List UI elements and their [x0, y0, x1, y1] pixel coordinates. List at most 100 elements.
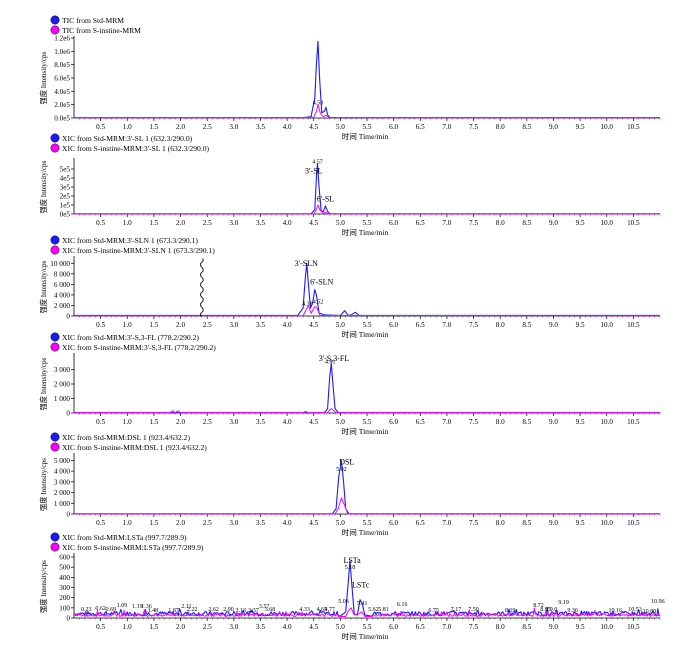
- x-tick-label: 6.0: [389, 123, 398, 131]
- x-tick-label: 3.0: [229, 219, 238, 227]
- x-tick-label: 4.5: [309, 123, 318, 131]
- x-tick-label: 9.0: [549, 418, 558, 426]
- peak-label: 10.80: [643, 609, 657, 615]
- peak-label: 5.02: [336, 467, 347, 473]
- y-tick-label: 1 000: [54, 395, 71, 403]
- x-tick-label: 6.0: [389, 418, 398, 426]
- y-tick-label: 500: [59, 564, 70, 572]
- y-tick-label: 2e5: [60, 193, 71, 201]
- x-tick-label: 8.0: [496, 219, 505, 227]
- x-tick-label: 1.5: [149, 321, 158, 329]
- x-tick-label: 8.5: [522, 623, 531, 631]
- x-tick-label: 3.0: [229, 519, 238, 527]
- y-tick-label: 0: [66, 511, 70, 519]
- x-tick-label: 2.5: [203, 321, 212, 329]
- x-tick-label: 1.5: [149, 519, 158, 527]
- peak-label: 10.96: [651, 599, 665, 605]
- legend-marker: [50, 532, 60, 542]
- peak-label: 1.87: [168, 608, 179, 614]
- x-tick-label: 3.5: [256, 321, 265, 329]
- peak-label: 2.90: [223, 607, 234, 613]
- peak-label: 4.33: [299, 607, 310, 613]
- peak-label: 1.36: [141, 604, 152, 610]
- y-tick-label: 2 000: [54, 381, 71, 389]
- peak-label: 4.52: [313, 299, 324, 305]
- x-tick-label: 5.5: [363, 519, 372, 527]
- legend-entry: XIC from Std-MRM:3'-S,3-FL (778.2/290.2): [62, 333, 199, 342]
- legend-marker: [50, 15, 60, 25]
- x-tick-label: 1.0: [123, 123, 132, 131]
- x-tick-label: 3.0: [229, 418, 238, 426]
- legend-marker: [50, 235, 60, 245]
- x-tick-label: 8.5: [522, 321, 531, 329]
- y-tick-label: 100: [59, 604, 70, 612]
- peak-label: 5.81: [378, 607, 389, 613]
- x-tick-label: 0.5: [96, 519, 105, 527]
- x-tick-label: 10.5: [627, 123, 640, 131]
- peak-label: 4.77: [324, 607, 335, 613]
- x-tick-label: 1.0: [123, 623, 132, 631]
- x-axis-label: 时间 Time/min: [342, 329, 389, 339]
- x-tick-label: 4.0: [283, 519, 292, 527]
- legend-entry: XIC from Std-MRM:3'-SLN 1 (673.3/290.1): [62, 236, 198, 245]
- y-tick-label: 400: [59, 574, 70, 582]
- y-tick-label: 0: [66, 615, 70, 623]
- x-tick-label: 3.0: [229, 321, 238, 329]
- peak-label: 0.62: [95, 606, 106, 612]
- x-tick-label: 7.0: [442, 321, 451, 329]
- x-tick-label: 4.0: [283, 321, 292, 329]
- x-tick-label: 10.0: [600, 418, 613, 426]
- x-tick-label: 10.0: [600, 123, 613, 131]
- x-axis-label: 时间 Time/min: [342, 227, 389, 237]
- x-axis-label: 时间 Time/min: [342, 131, 389, 141]
- series-sample-trace: [74, 304, 661, 317]
- peak-label: 2.62: [208, 607, 219, 613]
- x-tick-label: 9.0: [549, 123, 558, 131]
- y-tick-label: 3e5: [60, 184, 71, 192]
- legend-entry: XIC from S-instine-MRM:LSTa (997.7/289.9…: [62, 543, 204, 552]
- x-tick-label: 10.5: [627, 623, 640, 631]
- peak-label: 9.19: [558, 600, 569, 606]
- peak-label: 9.36: [567, 608, 578, 614]
- x-tick-label: 0.5: [96, 623, 105, 631]
- peak-label: 1.48: [148, 608, 159, 614]
- y-tick-label: 1.0e6: [54, 48, 70, 56]
- peak-label: 9.0: [550, 607, 558, 613]
- x-tick-label: 8.5: [522, 219, 531, 227]
- y-tick-label: 600: [59, 554, 70, 562]
- peak-label: LSTa: [343, 556, 361, 565]
- x-tick-label: 6.0: [389, 519, 398, 527]
- x-tick-label: 1.0: [123, 418, 132, 426]
- x-axis-label: 时间 Time/min: [342, 631, 389, 641]
- x-tick-label: 6.5: [416, 519, 425, 527]
- x-tick-label: 7.5: [469, 418, 478, 426]
- y-tick-label: 1.2e6: [54, 35, 70, 43]
- legend-entry: XIC from S-instine-MRM:3'-SLN 1 (673.3/2…: [62, 246, 215, 255]
- series-sample-trace: [74, 408, 660, 414]
- x-tick-label: 10.0: [600, 519, 613, 527]
- y-tick-label: 6.0e5: [54, 75, 70, 83]
- spike-trace: [200, 258, 204, 317]
- y-axis-label: 强度 Intensity/cps: [39, 357, 48, 410]
- x-tick-label: 7.0: [442, 219, 451, 227]
- x-tick-label: 3.0: [229, 123, 238, 131]
- x-tick-label: 8.0: [496, 519, 505, 527]
- x-tick-label: 9.0: [549, 219, 558, 227]
- x-tick-label: 2.0: [176, 623, 185, 631]
- x-tick-label: 7.0: [442, 123, 451, 131]
- x-tick-label: 3.5: [256, 219, 265, 227]
- x-tick-label: 0.5: [96, 321, 105, 329]
- y-tick-label: 10 000: [50, 260, 70, 268]
- x-tick-label: 9.5: [576, 519, 585, 527]
- x-tick-label: 4.5: [309, 321, 318, 329]
- x-tick-label: 4.0: [283, 418, 292, 426]
- x-tick-label: 4.0: [283, 623, 292, 631]
- peak-label: 8.72: [533, 603, 544, 609]
- x-tick-label: 10.5: [627, 418, 640, 426]
- x-tick-label: 4.5: [309, 418, 318, 426]
- x-tick-label: 8.0: [496, 418, 505, 426]
- x-tick-label: 9.0: [549, 519, 558, 527]
- peak-label: 7.50: [468, 607, 479, 613]
- peak-label: 1.19: [132, 604, 143, 610]
